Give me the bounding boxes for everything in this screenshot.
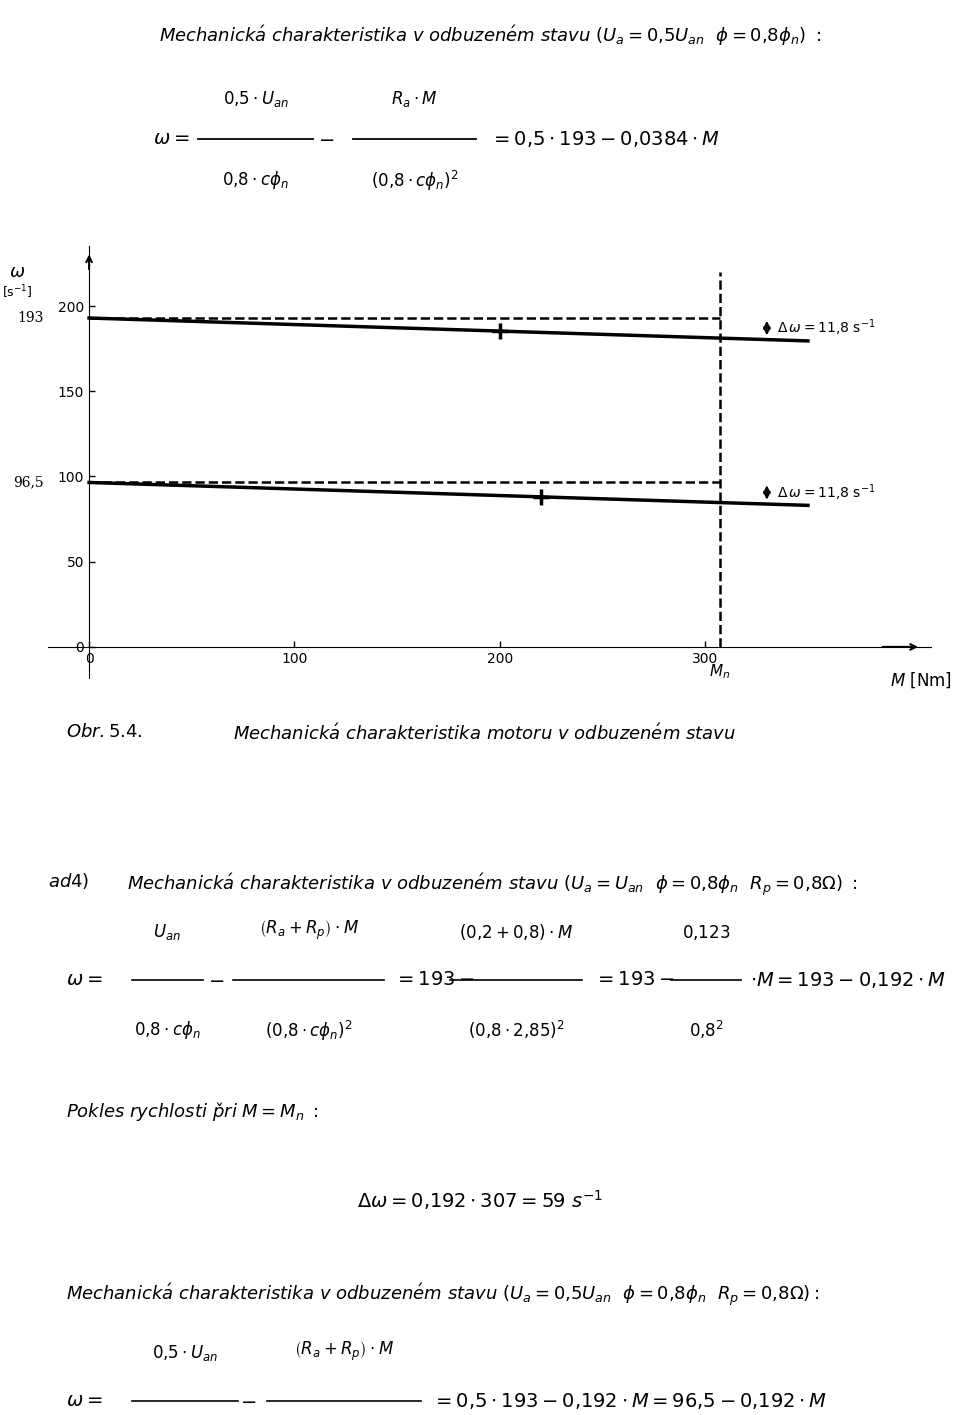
Text: $0{,}5 \cdot U_{an}$: $0{,}5 \cdot U_{an}$ (152, 1343, 218, 1363)
Text: $\left(0{,}8 \cdot c\phi_n\right)^2$: $\left(0{,}8 \cdot c\phi_n\right)^2$ (265, 1019, 352, 1043)
Text: $\Delta\,\omega = 11{,}8\ \mathrm{s}^{-1}$: $\Delta\,\omega = 11{,}8\ \mathrm{s}^{-1… (778, 318, 876, 338)
Text: $\mathit{Obr.5.4.}$: $\mathit{Obr.5.4.}$ (65, 723, 142, 741)
Text: $\left(R_a + R_p\right) \cdot M$: $\left(R_a + R_p\right) \cdot M$ (294, 1340, 394, 1363)
Text: 193: 193 (17, 311, 44, 325)
Text: $\Delta\,\omega = 11{,}8\ \mathrm{s}^{-1}$: $\Delta\,\omega = 11{,}8\ \mathrm{s}^{-1… (778, 483, 876, 502)
Text: $\left(R_a + R_p\right) \cdot M$: $\left(R_a + R_p\right) \cdot M$ (258, 918, 359, 942)
Text: $0{,}8 \cdot c\phi_n$: $0{,}8 \cdot c\phi_n$ (222, 170, 289, 191)
Text: $\left(0{,}8 \cdot 2{,}85\right)^2$: $\left(0{,}8 \cdot 2{,}85\right)^2$ (468, 1019, 564, 1040)
Text: $\omega$: $\omega$ (9, 263, 25, 282)
Text: $\omega =$: $\omega =$ (153, 130, 189, 149)
Text: $M\ [\mathrm{Nm}]$: $M\ [\mathrm{Nm}]$ (890, 671, 952, 691)
Text: $= 193 -$: $= 193 -$ (594, 971, 675, 989)
Text: $\left(0{,}8 \cdot c\phi_n\right)^2$: $\left(0{,}8 \cdot c\phi_n\right)^2$ (371, 170, 458, 194)
Text: $R_a \cdot M$: $R_a \cdot M$ (391, 89, 438, 109)
Text: $\cdot M = 193 - 0{,}192 \cdot M$: $\cdot M = 193 - 0{,}192 \cdot M$ (750, 971, 946, 990)
Text: $\Delta\omega = 0{,}192 \cdot 307 = 59\ s^{-1}$: $\Delta\omega = 0{,}192 \cdot 307 = 59\ … (357, 1187, 603, 1211)
Text: $[\mathrm{s}^{-1}]$: $[\mathrm{s}^{-1}]$ (2, 283, 33, 301)
Text: $\mathit{ad4)}$: $\mathit{ad4)}$ (48, 872, 89, 891)
Text: $\mathit{Pokles\ rychlosti\ p\check{r}i}\ M = M_n\ :$: $\mathit{Pokles\ rychlosti\ p\check{r}i}… (65, 1101, 319, 1124)
Text: $\omega =$: $\omega =$ (65, 971, 102, 989)
Text: $0{,}8^2$: $0{,}8^2$ (688, 1019, 724, 1040)
Text: $-$: $-$ (207, 971, 224, 989)
Text: $\left(0{,}2 + 0{,}8\right) \cdot M$: $\left(0{,}2 + 0{,}8\right) \cdot M$ (459, 923, 573, 942)
Text: $\omega =$: $\omega =$ (65, 1392, 102, 1409)
Text: $0{,}5 \cdot U_{an}$: $0{,}5 \cdot U_{an}$ (223, 89, 289, 109)
Text: 96,5: 96,5 (13, 475, 44, 490)
Text: $\mathit{Mechanick\acute{a}\ charakteristika\ v\ odbuzen\acute{e}m\ stavu}$$\ (U: $\mathit{Mechanick\acute{a}\ charakteris… (128, 872, 858, 899)
Text: $= 0{,}5 \cdot 193 - 0{,}0384 \cdot M$: $= 0{,}5 \cdot 193 - 0{,}0384 \cdot M$ (490, 129, 720, 149)
Text: $\mathit{Mechanick\acute{a}\ charakteristika\ v\ odbuzen\acute{e}m\ stavu}$$\ (U: $\mathit{Mechanick\acute{a}\ charakteris… (65, 1281, 819, 1307)
Text: $0{,}8 \cdot c\phi_n$: $0{,}8 \cdot c\phi_n$ (133, 1019, 201, 1040)
Text: $-$: $-$ (240, 1392, 256, 1409)
Text: $0{,}123$: $0{,}123$ (682, 923, 731, 942)
Text: $= 193 -$: $= 193 -$ (395, 971, 475, 989)
Text: $= 0{,}5 \cdot 193 - 0{,}192 \cdot M = 96{,}5 - 0{,}192 \cdot M$: $= 0{,}5 \cdot 193 - 0{,}192 \cdot M = 9… (432, 1391, 827, 1411)
Text: $\mathit{Mechanick\acute{a}\ charakteristika\ motoru\ v\ odbuzen\acute{e}m\ stav: $\mathit{Mechanick\acute{a}\ charakteris… (233, 723, 736, 744)
Text: $\mathit{Mechanick\acute{a}\ charakteristika\ v\ odbuzen\acute{e}m\ stavu}$$\ (U: $\mathit{Mechanick\acute{a}\ charakteris… (158, 23, 821, 48)
Text: $-$: $-$ (318, 130, 334, 149)
Text: $M_n$: $M_n$ (709, 662, 731, 681)
Text: $U_{an}$: $U_{an}$ (154, 923, 181, 942)
